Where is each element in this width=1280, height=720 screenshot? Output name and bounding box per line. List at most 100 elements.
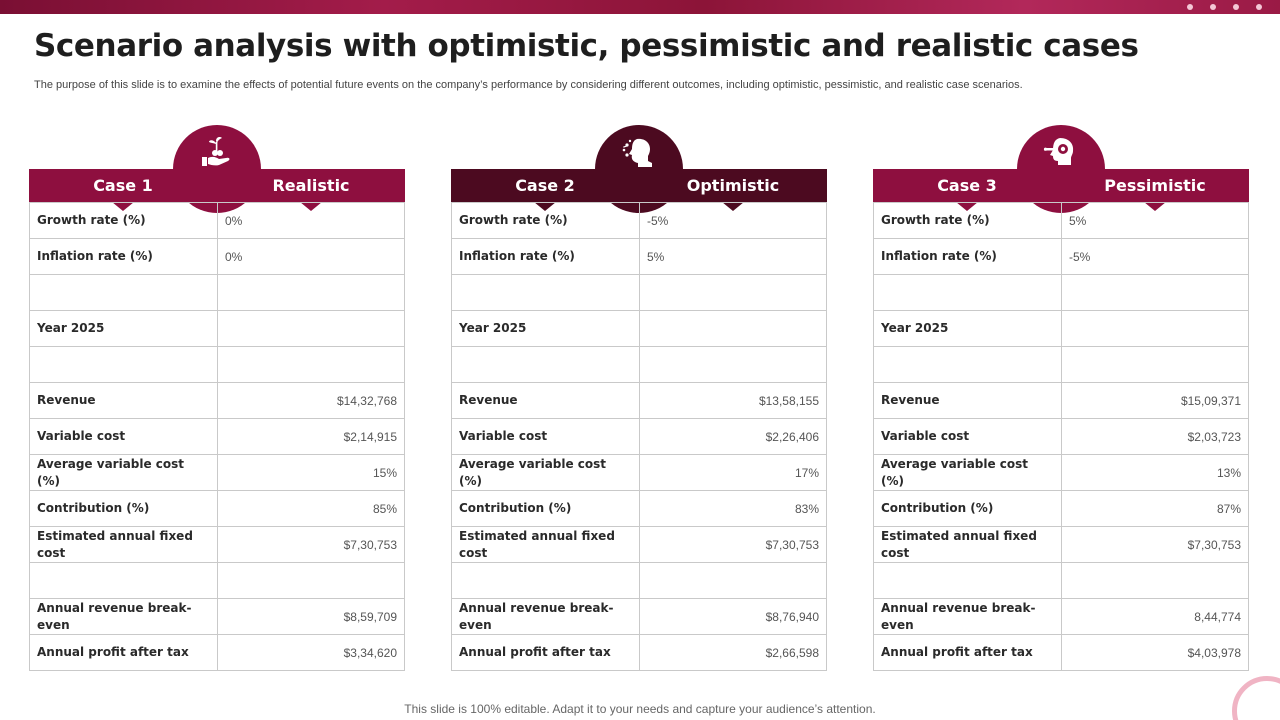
case-table: Growth rate (%) 0% Inflation rate (%) 0% Yea… (29, 202, 405, 671)
row-value: $2,03,723 (1061, 418, 1249, 455)
case-table: Growth rate (%) -5% Inflation rate (%) 5% Ye… (451, 202, 827, 671)
row-label (873, 346, 1062, 383)
row-label (29, 274, 218, 311)
table-row: Annual revenue break-even $8,76,940 (451, 598, 827, 635)
row-label: Annual revenue break-even (29, 598, 218, 635)
row-label: Variable cost (29, 418, 218, 455)
row-label (29, 562, 218, 599)
table-row (451, 274, 827, 311)
case-label: Case 1 (29, 169, 217, 211)
table-row: Growth rate (%) 5% (873, 202, 1249, 239)
table-row (451, 346, 827, 383)
row-value: $14,32,768 (217, 382, 405, 419)
row-value: 85% (217, 490, 405, 527)
decorative-dots (1187, 4, 1262, 10)
table-row (29, 274, 405, 311)
row-label: Growth rate (%) (451, 202, 640, 239)
table-row (873, 274, 1249, 311)
table-row: Revenue $13,58,155 (451, 382, 827, 419)
row-label: Growth rate (%) (873, 202, 1062, 239)
row-value: 0% (217, 202, 405, 239)
row-label: Contribution (%) (873, 490, 1062, 527)
row-label (873, 562, 1062, 599)
table-row: Variable cost $2,03,723 (873, 418, 1249, 455)
table-row: Estimated annual fixed cost $7,30,753 (29, 526, 405, 563)
row-value (639, 274, 827, 311)
row-value (639, 346, 827, 383)
row-value: $2,66,598 (639, 634, 827, 671)
row-label: Contribution (%) (29, 490, 218, 527)
table-row: Contribution (%) 87% (873, 490, 1249, 527)
row-value: 83% (639, 490, 827, 527)
table-row: Revenue $15,09,371 (873, 382, 1249, 419)
table-row (873, 346, 1249, 383)
row-value (1061, 310, 1249, 347)
table-row: Estimated annual fixed cost $7,30,753 (873, 526, 1249, 563)
row-value: -5% (639, 202, 827, 239)
table-row: Variable cost $2,14,915 (29, 418, 405, 455)
row-value: $3,34,620 (217, 634, 405, 671)
decorative-ring (1232, 676, 1280, 720)
row-label: Inflation rate (%) (29, 238, 218, 275)
row-value: $7,30,753 (639, 526, 827, 563)
table-row: Annual profit after tax $3,34,620 (29, 634, 405, 671)
row-label: Average variable cost (%) (451, 454, 640, 491)
row-value: -5% (1061, 238, 1249, 275)
table-row: Average variable cost (%) 15% (29, 454, 405, 491)
scenario-label: Optimistic (639, 169, 827, 211)
row-label: Revenue (451, 382, 640, 419)
table-row (29, 346, 405, 383)
table-row: Annual revenue break-even 8,44,774 (873, 598, 1249, 635)
row-label: Inflation rate (%) (451, 238, 640, 275)
row-label: Contribution (%) (451, 490, 640, 527)
row-value: $7,30,753 (217, 526, 405, 563)
row-label: Average variable cost (%) (29, 454, 218, 491)
row-label: Annual profit after tax (451, 634, 640, 671)
case-table: Growth rate (%) 5% Inflation rate (%) -5% Ye… (873, 202, 1249, 671)
table-row: Average variable cost (%) 17% (451, 454, 827, 491)
top-decorative-band (0, 0, 1280, 14)
table-row: Average variable cost (%) 13% (873, 454, 1249, 491)
row-label: Annual profit after tax (29, 634, 218, 671)
table-row: Contribution (%) 85% (29, 490, 405, 527)
row-value: 5% (639, 238, 827, 275)
row-value: 5% (1061, 202, 1249, 239)
scenario-label: Realistic (217, 169, 405, 211)
row-value: $13,58,155 (639, 382, 827, 419)
row-label: Growth rate (%) (29, 202, 218, 239)
row-label: Variable cost (451, 418, 640, 455)
row-value (217, 562, 405, 599)
table-row (29, 562, 405, 599)
case-header: Case 2 Optimistic (451, 169, 827, 211)
table-row: Annual profit after tax $2,66,598 (451, 634, 827, 671)
row-label: Revenue (873, 382, 1062, 419)
row-label (29, 346, 218, 383)
row-value (217, 310, 405, 347)
row-value (639, 562, 827, 599)
row-value: $2,26,406 (639, 418, 827, 455)
table-row: Annual profit after tax $4,03,978 (873, 634, 1249, 671)
row-label: Revenue (29, 382, 218, 419)
row-value: $8,76,940 (639, 598, 827, 635)
row-label: Average variable cost (%) (873, 454, 1062, 491)
row-value: 0% (217, 238, 405, 275)
row-label: Estimated annual fixed cost (873, 526, 1062, 563)
dot (1256, 4, 1262, 10)
row-value: 8,44,774 (1061, 598, 1249, 635)
row-value: $2,14,915 (217, 418, 405, 455)
row-value (1061, 346, 1249, 383)
row-label (873, 274, 1062, 311)
table-row: Inflation rate (%) -5% (873, 238, 1249, 275)
table-row: Year 2025 (873, 310, 1249, 347)
row-label: Variable cost (873, 418, 1062, 455)
row-value: 15% (217, 454, 405, 491)
table-row: Estimated annual fixed cost $7,30,753 (451, 526, 827, 563)
row-value (639, 310, 827, 347)
table-row: Growth rate (%) -5% (451, 202, 827, 239)
dot (1233, 4, 1239, 10)
slide-subtitle: The purpose of this slide is to examine … (34, 79, 1023, 91)
dot (1187, 4, 1193, 10)
row-label (451, 346, 640, 383)
row-label: Estimated annual fixed cost (451, 526, 640, 563)
row-value: 13% (1061, 454, 1249, 491)
